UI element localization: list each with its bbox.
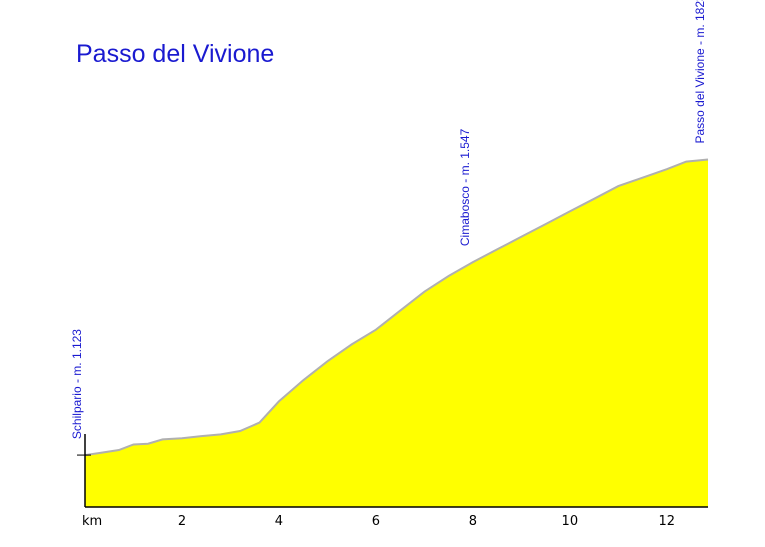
location-annotation: Passo del Vivione - m. 1823	[693, 0, 707, 144]
x-tick-label: 10	[562, 514, 579, 529]
elevation-area-layer	[84, 158, 709, 507]
x-tick-labels: 2 4 6 8 10 12	[178, 514, 675, 529]
elevation-area	[85, 159, 708, 507]
location-annotation: Schilpario - m. 1.123	[70, 329, 84, 439]
axes: km	[77, 434, 708, 529]
location-annotation: Cimabosco - m. 1.547	[458, 128, 472, 246]
x-tick-label: 2	[178, 514, 186, 529]
x-tick-label: 6	[372, 514, 380, 529]
x-tick-label: 4	[275, 514, 283, 529]
location-annotations: Schilpario - m. 1.123 Cimabosco - m. 1.54…	[70, 0, 707, 439]
x-tick-label: 8	[469, 514, 477, 529]
elevation-line	[84, 158, 709, 457]
x-axis-unit-label: km	[82, 514, 102, 529]
x-tick-label: 12	[659, 514, 676, 529]
chart-title: Passo del Vivione	[76, 40, 274, 68]
